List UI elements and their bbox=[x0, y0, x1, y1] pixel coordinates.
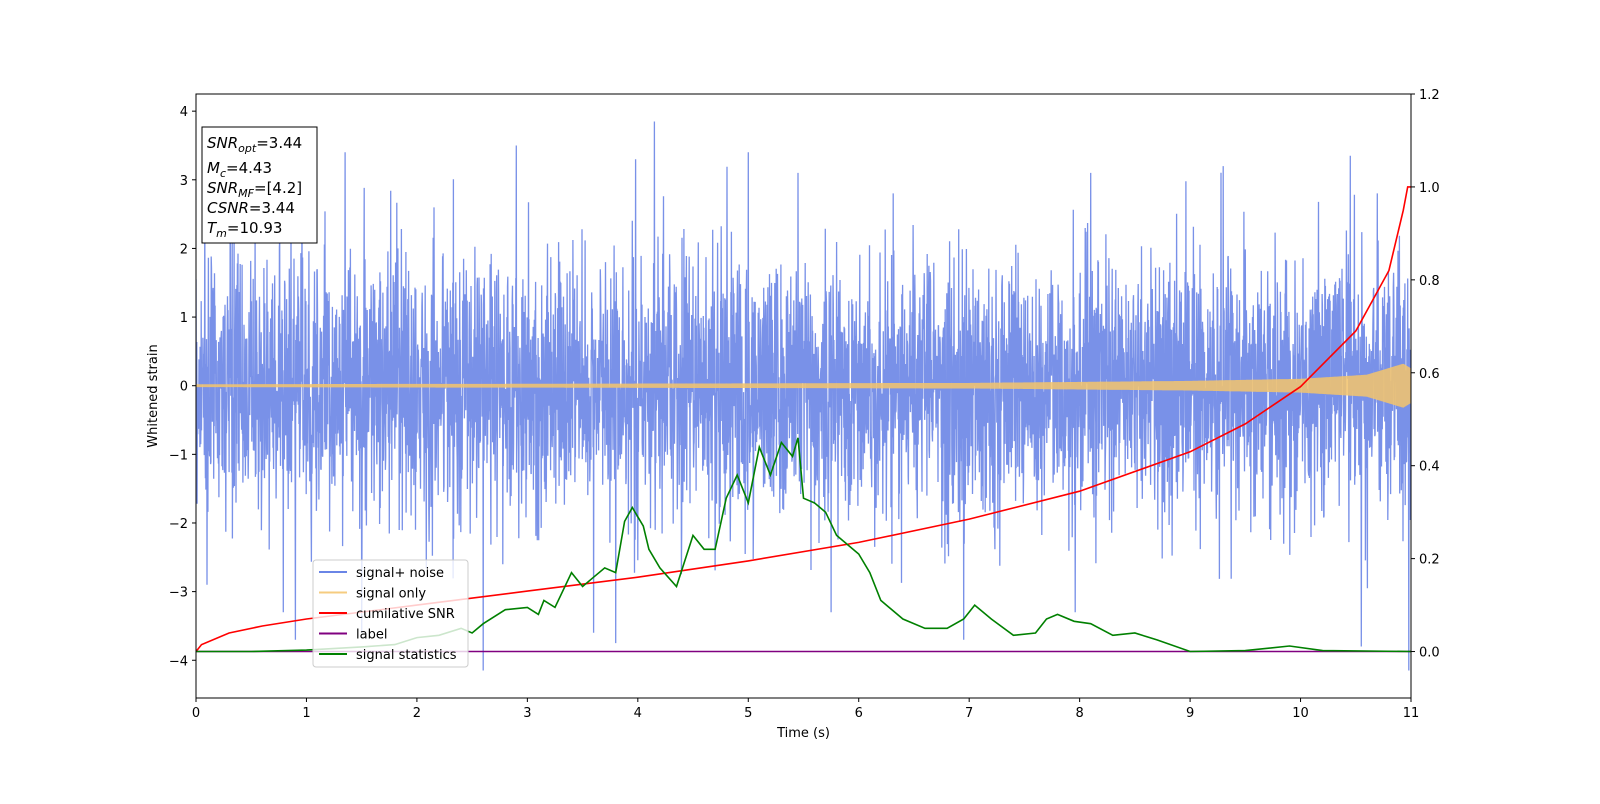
x-tick-label: 9 bbox=[1186, 706, 1194, 721]
tm-value: =10.93 bbox=[227, 219, 283, 237]
plot-frame bbox=[195, 93, 1412, 699]
y-axis-left: 4 3 2 1 0 −1 −2 −3 −4 bbox=[169, 105, 196, 669]
y-axis-title: Whitened strain bbox=[146, 344, 161, 447]
x-tick-label: 3 bbox=[523, 706, 531, 721]
x-tick-label: 0 bbox=[192, 706, 200, 721]
y2-tick-label: 0.8 bbox=[1419, 274, 1440, 289]
y2-tick-label: 0.6 bbox=[1419, 367, 1440, 382]
series-line-cumilative-snr bbox=[196, 186, 1411, 652]
snr-mf-annotation: SNRMF=[4.2] bbox=[207, 179, 302, 200]
x-axis-title: Time (s) bbox=[776, 726, 830, 741]
x-axis: 0 1 2 3 4 5 6 7 8 9 10 11 bbox=[192, 698, 1419, 721]
legend-label: cumilative SNR bbox=[356, 607, 455, 622]
y-tick-label: −2 bbox=[169, 517, 188, 532]
stats-annotation: SNRopt=3.44 Mc=4.43 SNRMF=[4.2] CSNR=3.4… bbox=[201, 126, 318, 244]
legend-label: signal only bbox=[356, 587, 426, 602]
y2-tick-label: 1.0 bbox=[1419, 181, 1440, 196]
csnr-value: =3.44 bbox=[249, 199, 295, 217]
x-tick-label: 7 bbox=[965, 706, 973, 721]
y-tick-label: 1 bbox=[180, 311, 188, 326]
legend-label: signal statistics bbox=[356, 648, 457, 663]
tm-subscript: m bbox=[216, 227, 227, 240]
y2-tick-label: 0.4 bbox=[1419, 460, 1440, 475]
mc-subscript: c bbox=[220, 167, 226, 180]
y2-tick-label: 0.0 bbox=[1419, 646, 1440, 661]
series-line-signal-noise bbox=[196, 121, 1411, 671]
y-axis-right: 1.2 1.0 0.8 0.6 0.4 0.2 0.0 bbox=[1411, 88, 1440, 661]
x-tick-label: 11 bbox=[1403, 706, 1420, 721]
y2-tick-label: 0.2 bbox=[1419, 553, 1440, 568]
series-line-signal-only bbox=[196, 363, 1411, 408]
x-tick-label: 5 bbox=[744, 706, 752, 721]
legend-items: signal+ noise signal only cumilative SNR la… bbox=[319, 566, 457, 663]
x-tick-label: 10 bbox=[1292, 706, 1309, 721]
x-tick-label: 2 bbox=[413, 706, 421, 721]
y2-tick-label: 1.2 bbox=[1419, 88, 1440, 103]
snr-opt-annotation: SNRopt=3.44 bbox=[207, 134, 302, 155]
snr-opt-value: =3.44 bbox=[256, 134, 302, 152]
mc-annotation: Mc=4.43 bbox=[207, 159, 272, 180]
y-tick-label: 2 bbox=[180, 242, 188, 257]
snr-opt-subscript: opt bbox=[238, 142, 257, 155]
legend: signal+ noise signal only cumilative SNR la… bbox=[312, 559, 469, 668]
y-tick-label: 0 bbox=[180, 380, 188, 395]
snr-mf-symbol: SNR bbox=[207, 179, 238, 197]
mc-symbol: M bbox=[207, 159, 220, 177]
tm-annotation: Tm=10.93 bbox=[207, 219, 282, 240]
snr-opt-symbol: SNR bbox=[207, 134, 238, 152]
x-tick-label: 1 bbox=[302, 706, 310, 721]
x-tick-label: 8 bbox=[1075, 706, 1083, 721]
y-tick-label: 3 bbox=[180, 174, 188, 189]
x-tick-label: 6 bbox=[855, 706, 863, 721]
snr-mf-value: =[4.2] bbox=[254, 179, 302, 197]
y-tick-label: −4 bbox=[169, 654, 188, 669]
stats-annotation-box bbox=[201, 126, 318, 244]
snr-mf-subscript: MF bbox=[238, 187, 254, 200]
y-tick-label: 4 bbox=[180, 105, 188, 120]
csnr-annotation: CSNR=3.44 bbox=[207, 199, 295, 217]
x-tick-label: 4 bbox=[634, 706, 642, 721]
series-line-signal-statistics bbox=[196, 437, 1411, 653]
mc-value: =4.43 bbox=[226, 159, 272, 177]
y-tick-label: −3 bbox=[169, 586, 188, 601]
legend-box bbox=[312, 559, 469, 668]
csnr-symbol: CSNR bbox=[207, 199, 249, 217]
y-tick-label: −1 bbox=[169, 448, 188, 463]
legend-label: label bbox=[356, 628, 387, 643]
tm-symbol: T bbox=[207, 219, 218, 237]
legend-label: signal+ noise bbox=[356, 566, 444, 581]
